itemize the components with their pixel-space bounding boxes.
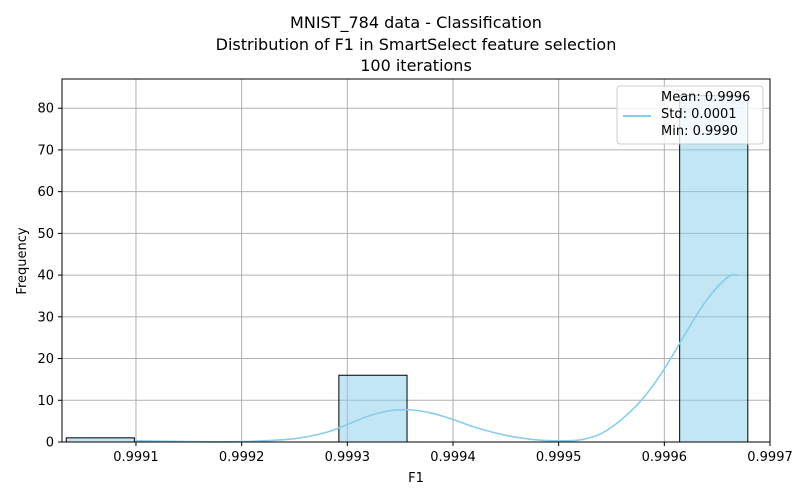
histogram-bar (679, 95, 749, 443)
legend: Mean: 0.9996 Std: 0.0001 Min: 0.9990 (616, 85, 764, 145)
x-tick-label: 0.9991 (113, 450, 159, 465)
y-tick-label: 80 (37, 102, 54, 117)
legend-min: Min: 0.9990 (661, 124, 738, 139)
y-tick-label: 40 (37, 269, 54, 284)
histogram-bar (338, 374, 408, 443)
kde-curve (135, 273, 739, 443)
y-tick-label: 30 (37, 310, 54, 325)
title-line-3: 100 iterations (360, 56, 472, 75)
y-tick-label: 10 (37, 394, 54, 409)
x-tick-label: 0.9996 (642, 450, 688, 465)
legend-mean: Mean: 0.9996 (661, 90, 750, 105)
y-tick-label: 60 (37, 185, 54, 200)
chart-title: MNIST_784 data - Classification Distribu… (216, 13, 617, 75)
y-tick-label: 70 (37, 143, 54, 158)
legend-std: Std: 0.0001 (661, 107, 737, 122)
y-axis-ticks: 0 10 20 30 40 50 60 70 80 (37, 102, 62, 451)
x-tick-label: 0.9993 (325, 450, 371, 465)
y-tick-label: 20 (37, 352, 54, 367)
histogram-bar (65, 437, 135, 443)
x-axis-ticks: 0.9991 0.9992 0.9993 0.9994 0.9995 0.9996 0.99… (113, 442, 793, 465)
x-tick-label: 0.9994 (430, 450, 476, 465)
title-line-2: Distribution of F1 in SmartSelect featur… (216, 35, 617, 54)
x-tick-label: 0.9992 (219, 450, 265, 465)
kde-curve-layer (135, 273, 739, 443)
x-axis-label: F1 (408, 471, 424, 486)
y-tick-label: 0 (46, 436, 54, 451)
y-tick-label: 50 (37, 227, 54, 242)
plot-frame (61, 78, 771, 443)
histogram-bars (65, 95, 749, 443)
title-line-1: MNIST_784 data - Classification (290, 13, 542, 33)
y-axis-label: Frequency (15, 227, 30, 294)
legend-box (616, 85, 764, 145)
x-tick-label: 0.9995 (536, 450, 582, 465)
x-tick-label: 0.9997 (747, 450, 793, 465)
